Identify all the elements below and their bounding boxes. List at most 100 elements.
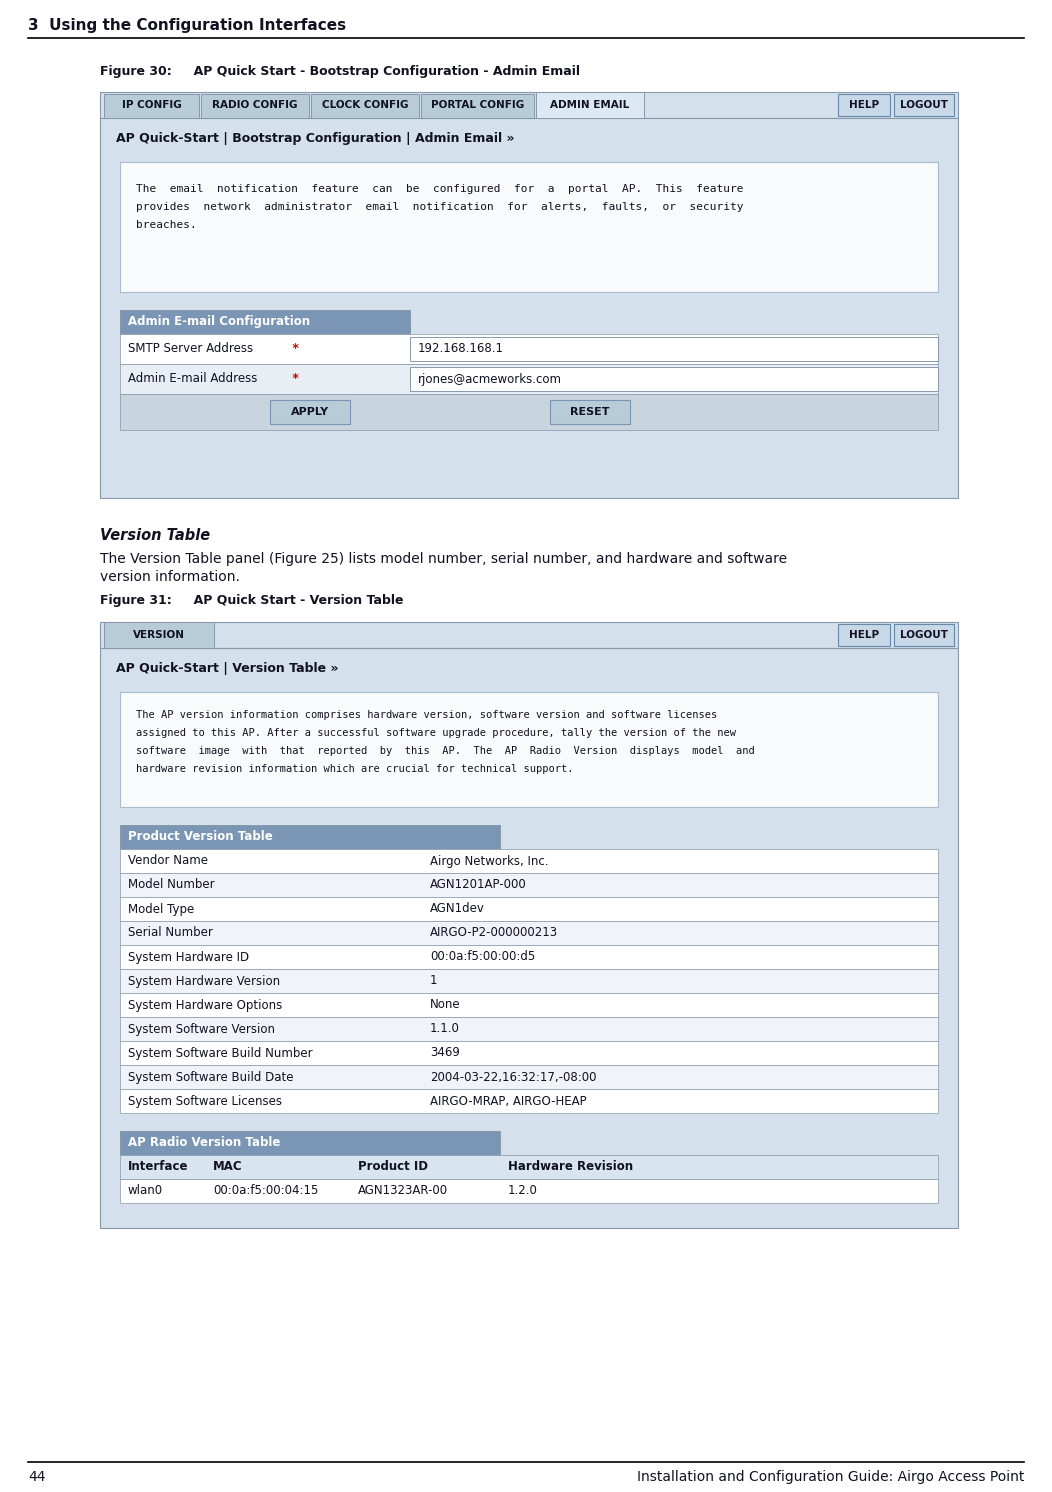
Text: AP Quick-Start | Version Table »: AP Quick-Start | Version Table »	[116, 662, 339, 674]
Bar	[410, 337, 938, 361]
Text: software  image  with  that  reported  by  this  AP.  The  AP  Radio  Version  d: software image with that reported by thi…	[136, 746, 754, 756]
Bar	[120, 944, 938, 968]
Text: MAC: MAC	[213, 1161, 243, 1174]
Bar	[120, 163, 938, 292]
Text: Hardware Revision: Hardware Revision	[508, 1161, 633, 1174]
Text: HELP: HELP	[849, 630, 879, 640]
Text: ADMIN EMAIL: ADMIN EMAIL	[550, 100, 630, 110]
Text: System Hardware Options: System Hardware Options	[128, 998, 282, 1012]
Text: PORTAL CONFIG: PORTAL CONFIG	[431, 100, 524, 110]
Bar	[838, 624, 890, 646]
Text: System Hardware Version: System Hardware Version	[128, 974, 280, 988]
Text: The Version Table panel (Figure 25) lists model number, serial number, and hardw: The Version Table panel (Figure 25) list…	[100, 552, 787, 565]
Bar	[100, 622, 958, 648]
Bar	[120, 897, 938, 921]
Text: wlan0: wlan0	[128, 1185, 163, 1198]
Bar	[100, 648, 958, 1228]
Bar	[104, 622, 214, 648]
Bar	[550, 400, 630, 424]
Text: RESET: RESET	[570, 407, 610, 416]
Bar	[120, 692, 938, 807]
Text: hardware revision information which are crucial for technical support.: hardware revision information which are …	[136, 764, 573, 774]
Bar	[120, 1155, 938, 1179]
Text: CLOCK CONFIG: CLOCK CONFIG	[322, 100, 408, 110]
Bar	[120, 849, 938, 873]
Text: Admin E-mail Address: Admin E-mail Address	[128, 373, 258, 385]
Text: IP CONFIG: IP CONFIG	[122, 100, 181, 110]
Bar	[120, 994, 938, 1018]
Text: System Software Licenses: System Software Licenses	[128, 1095, 282, 1107]
Text: 3  Using the Configuration Interfaces: 3 Using the Configuration Interfaces	[28, 18, 346, 33]
Text: Version Table: Version Table	[100, 528, 210, 543]
Bar	[120, 1065, 938, 1089]
Text: Model Number: Model Number	[128, 879, 215, 892]
Text: AP Quick-Start | Bootstrap Configuration | Admin Email »: AP Quick-Start | Bootstrap Configuration…	[116, 131, 514, 145]
Text: The  email  notification  feature  can  be  configured  for  a  portal  AP.  Thi: The email notification feature can be co…	[136, 184, 744, 194]
Text: The AP version information comprises hardware version, software version and soft: The AP version information comprises har…	[136, 710, 717, 721]
Text: Model Type: Model Type	[128, 903, 195, 916]
Text: Airgo Networks, Inc.: Airgo Networks, Inc.	[430, 855, 548, 867]
Bar	[120, 364, 938, 394]
Text: provides  network  administrator  email  notification  for  alerts,  faults,  or: provides network administrator email not…	[136, 201, 744, 212]
Text: 192.168.168.1: 192.168.168.1	[418, 343, 504, 355]
Text: AGN1dev: AGN1dev	[430, 903, 485, 916]
Text: 1.2.0: 1.2.0	[508, 1185, 538, 1198]
Text: Figure 31:     AP Quick Start - Version Table: Figure 31: AP Quick Start - Version Tabl…	[100, 594, 404, 607]
Bar	[894, 624, 954, 646]
Bar	[120, 1041, 938, 1065]
Text: 2004-03-22,16:32:17,-08:00: 2004-03-22,16:32:17,-08:00	[430, 1070, 596, 1083]
Text: 1.1.0: 1.1.0	[430, 1022, 460, 1035]
Bar	[120, 921, 938, 944]
Text: Serial Number: Serial Number	[128, 927, 213, 940]
Bar	[100, 93, 958, 118]
Bar	[120, 310, 410, 334]
Text: Interface: Interface	[128, 1161, 188, 1174]
Bar	[421, 94, 534, 118]
Text: *: *	[288, 343, 299, 355]
Text: Vendor Name: Vendor Name	[128, 855, 208, 867]
Bar	[894, 94, 954, 116]
Text: assigned to this AP. After a successful software upgrade procedure, tally the ve: assigned to this AP. After a successful …	[136, 728, 736, 739]
Bar	[120, 1131, 500, 1155]
Bar	[838, 94, 890, 116]
Bar	[120, 1089, 938, 1113]
Bar	[120, 334, 938, 364]
Text: AIRGO-MRAP, AIRGO-HEAP: AIRGO-MRAP, AIRGO-HEAP	[430, 1095, 587, 1107]
Bar	[311, 94, 419, 118]
Text: 3469: 3469	[430, 1046, 460, 1059]
Bar	[120, 968, 938, 994]
Bar	[120, 825, 500, 849]
Text: System Software Build Date: System Software Build Date	[128, 1070, 294, 1083]
Text: 1: 1	[430, 974, 438, 988]
Text: version information.: version information.	[100, 570, 240, 583]
Text: LOGOUT: LOGOUT	[901, 100, 948, 110]
Bar	[104, 94, 199, 118]
Text: rjones@acmeworks.com: rjones@acmeworks.com	[418, 373, 562, 385]
Text: Figure 30:     AP Quick Start - Bootstrap Configuration - Admin Email: Figure 30: AP Quick Start - Bootstrap Co…	[100, 66, 580, 78]
Text: Admin E-mail Configuration: Admin E-mail Configuration	[128, 315, 310, 328]
Text: Installation and Configuration Guide: Airgo Access Point: Installation and Configuration Guide: Ai…	[636, 1470, 1024, 1485]
Text: AIRGO-P2-000000213: AIRGO-P2-000000213	[430, 927, 559, 940]
Text: AP Radio Version Table: AP Radio Version Table	[128, 1137, 281, 1149]
Text: AGN1323AR-00: AGN1323AR-00	[358, 1185, 448, 1198]
Bar	[270, 400, 350, 424]
Bar	[201, 94, 309, 118]
Text: None: None	[430, 998, 461, 1012]
Bar	[120, 394, 938, 430]
Bar	[120, 1018, 938, 1041]
Text: LOGOUT: LOGOUT	[901, 630, 948, 640]
Bar	[537, 93, 644, 118]
Text: SMTP Server Address: SMTP Server Address	[128, 343, 254, 355]
Text: VERSION: VERSION	[133, 630, 185, 640]
Text: 00:0a:f5:00:04:15: 00:0a:f5:00:04:15	[213, 1185, 319, 1198]
Text: 44: 44	[28, 1470, 45, 1485]
Text: APPLY: APPLY	[291, 407, 329, 416]
Text: System Software Version: System Software Version	[128, 1022, 275, 1035]
Text: System Software Build Number: System Software Build Number	[128, 1046, 312, 1059]
Text: 00:0a:f5:00:00:d5: 00:0a:f5:00:00:d5	[430, 950, 535, 964]
Text: Product Version Table: Product Version Table	[128, 831, 272, 843]
Text: RADIO CONFIG: RADIO CONFIG	[213, 100, 298, 110]
Text: *: *	[288, 373, 299, 385]
Bar	[120, 873, 938, 897]
Text: System Hardware ID: System Hardware ID	[128, 950, 249, 964]
